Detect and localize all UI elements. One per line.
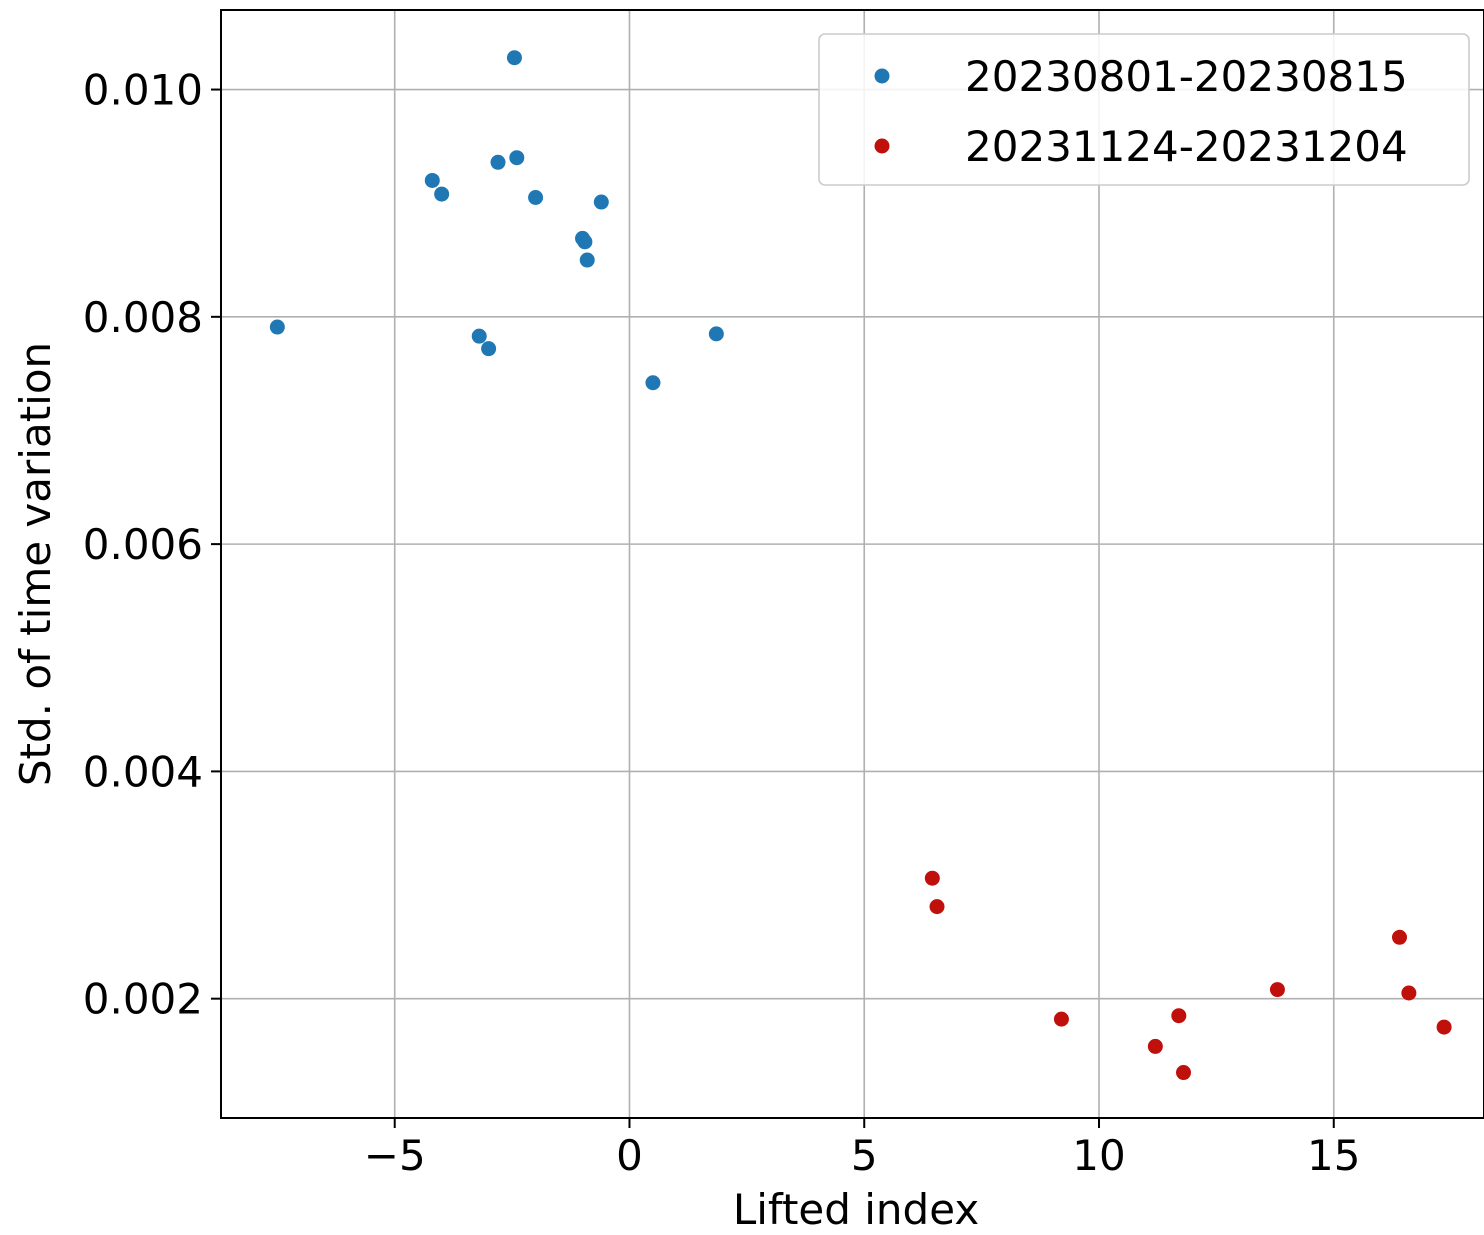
x-tick-label: 10 [1072, 1131, 1125, 1180]
data-point-series-2 [924, 870, 940, 886]
y-tick-label: 0.008 [83, 293, 203, 342]
data-point-series-1 [506, 50, 522, 66]
data-point-series-1 [481, 341, 497, 357]
data-point-series-2 [1391, 929, 1407, 945]
x-tick-label: 5 [851, 1131, 878, 1180]
data-point-series-2 [929, 899, 945, 915]
data-point-series-2 [1053, 1011, 1069, 1027]
data-point-series-2 [1171, 1008, 1187, 1024]
legend: 20230801-20230815 20231124-20231204 [818, 33, 1470, 186]
data-point-series-1 [471, 328, 487, 344]
y-tick-label: 0.002 [83, 975, 203, 1024]
y-tick-label: 0.004 [83, 747, 203, 796]
data-point-series-1 [509, 150, 525, 166]
legend-box [818, 33, 1470, 186]
data-point-series-1 [645, 375, 661, 391]
y-tick-label: 0.010 [83, 66, 203, 115]
data-point-series-1 [528, 190, 544, 206]
y-tick-label: 0.006 [83, 520, 203, 569]
data-point-series-2 [1436, 1019, 1452, 1035]
data-point-series-1 [579, 252, 595, 268]
x-tick-label: 15 [1307, 1131, 1360, 1180]
data-point-series-1 [593, 194, 609, 210]
data-point-series-1 [708, 326, 724, 342]
legend-marker [874, 68, 890, 84]
data-point-series-2 [1176, 1065, 1192, 1081]
data-point-series-1 [434, 186, 450, 202]
data-point-series-1 [424, 172, 440, 188]
x-tick-label: 0 [616, 1131, 643, 1180]
data-points [269, 50, 1452, 1081]
x-axis-label: Lifted index [733, 1185, 979, 1230]
data-point-series-2 [1269, 982, 1285, 998]
plot-frame [220, 9, 1484, 1119]
legend-marker [874, 138, 890, 154]
data-point-series-1 [269, 319, 285, 335]
axes: −5 0 5 10 15 0.002 0.004 0.006 0.008 0.010 [83, 9, 1484, 1180]
data-point-series-1 [490, 154, 506, 170]
data-point-series-1 [577, 234, 593, 250]
y-axis-label: Std. of time variation [11, 342, 60, 786]
x-tick-label: −5 [364, 1131, 426, 1180]
data-point-series-2 [1147, 1038, 1163, 1054]
legend-label: 20231124-20231204 [965, 122, 1408, 171]
data-point-series-2 [1401, 985, 1417, 1001]
legend-label: 20230801-20230815 [965, 52, 1408, 101]
